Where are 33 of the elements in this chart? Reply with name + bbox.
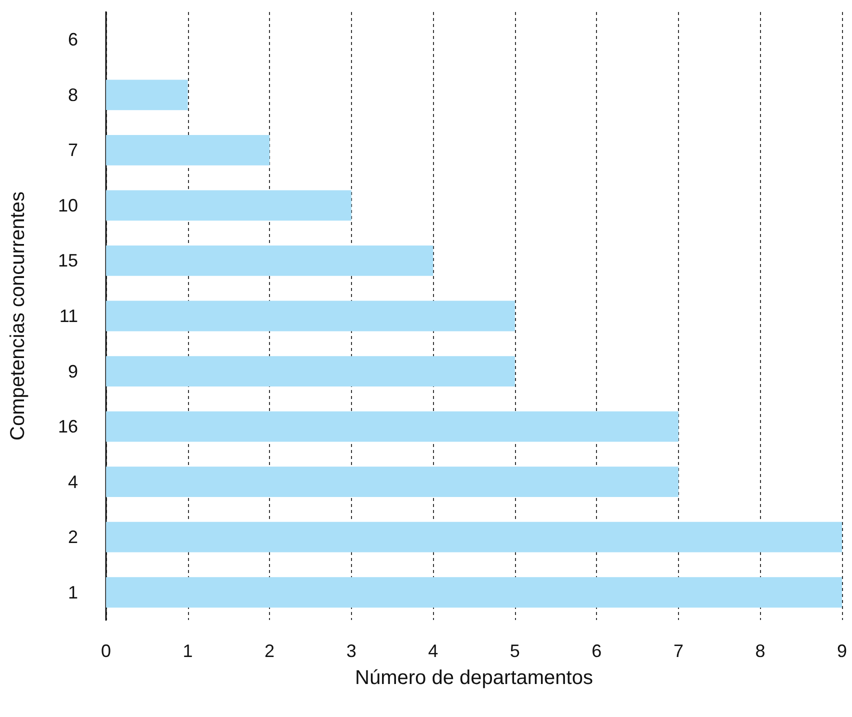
bar: [106, 134, 270, 166]
bar: [106, 466, 678, 498]
y-tick-label: 7: [68, 140, 78, 160]
bar: [106, 300, 515, 332]
y-axis-title: Competencias concurrentes: [7, 191, 29, 441]
x-tick-label: 5: [510, 641, 520, 661]
y-tick-label: 4: [68, 472, 78, 492]
y-tick-label: 15: [58, 250, 78, 271]
x-tick-label: 8: [755, 641, 766, 661]
y-tick-label: 6: [68, 30, 78, 50]
x-tick-label: 7: [673, 641, 684, 661]
x-tick-label: 2: [264, 641, 275, 661]
y-tick-label: 16: [58, 416, 78, 437]
bar: [106, 356, 515, 386]
bar: [106, 190, 352, 221]
bar: [106, 577, 842, 608]
y-tick-label: 2: [68, 527, 78, 548]
x-tick-label: 3: [346, 641, 356, 661]
bar: [106, 246, 434, 276]
y-tick-label: 8: [68, 84, 78, 105]
y-tick-label: 11: [59, 306, 78, 326]
x-tick-label: 4: [428, 641, 438, 661]
y-tick-label: 1: [68, 582, 78, 602]
x-tick-label: 0: [100, 641, 112, 661]
y-tick-label: 9: [68, 361, 78, 382]
bar: [106, 80, 188, 110]
y-tick-label: 10: [58, 195, 78, 216]
bar: [106, 522, 842, 552]
x-axis-title: Número de departamentos: [355, 667, 593, 689]
x-tick-label: 6: [592, 641, 602, 661]
bar: [106, 411, 678, 442]
x-tick-label: 9: [836, 641, 848, 661]
x-tick-label: 1: [182, 641, 193, 661]
